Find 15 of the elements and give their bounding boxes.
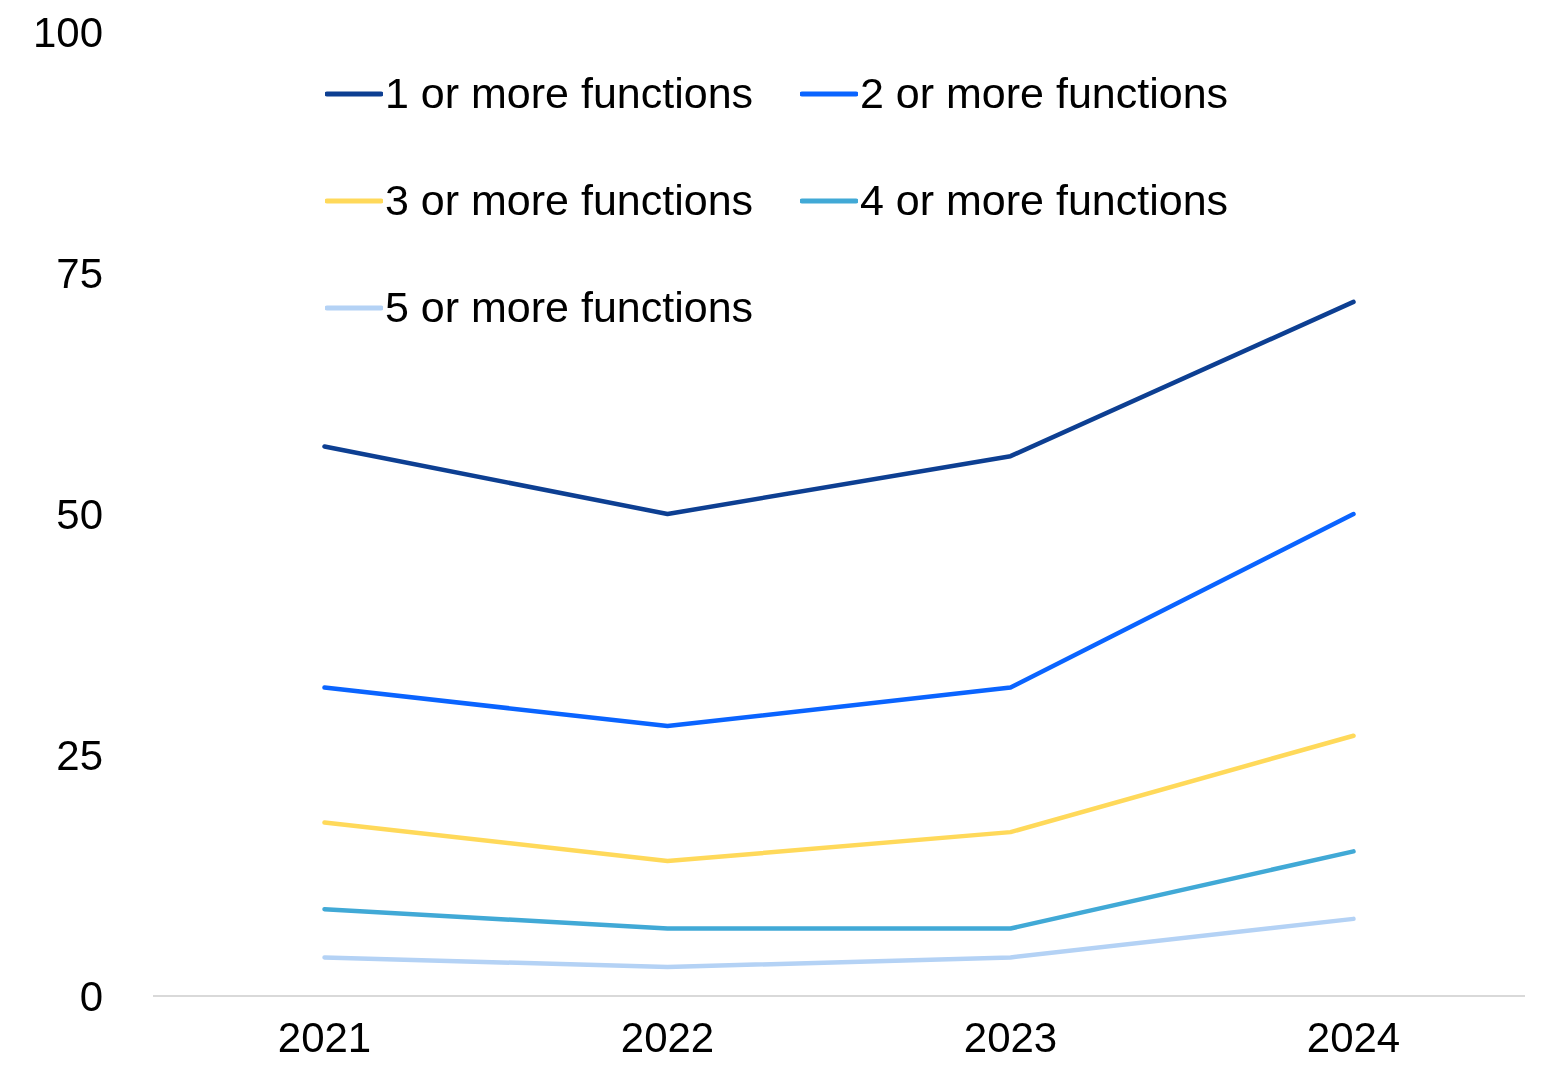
legend-label: 3 or more functions (385, 176, 754, 225)
x-tick-label: 2024 (1306, 1013, 1401, 1061)
x-tick-label: 2022 (620, 1013, 715, 1061)
x-tick-label: 2023 (963, 1013, 1058, 1061)
legend-label: 4 or more functions (860, 176, 1229, 225)
legend-label: 1 or more functions (385, 69, 754, 118)
y-tick-label: 0 (79, 972, 103, 1020)
legend-label: 5 or more functions (385, 283, 754, 332)
y-tick-label: 50 (56, 490, 103, 538)
legend-label: 2 or more functions (860, 69, 1229, 118)
y-tick-label: 100 (32, 8, 103, 56)
y-tick-label: 25 (56, 731, 103, 779)
x-tick-label: 2021 (277, 1013, 372, 1061)
line-series (322, 733, 1356, 864)
y-tick-label: 75 (56, 249, 103, 297)
